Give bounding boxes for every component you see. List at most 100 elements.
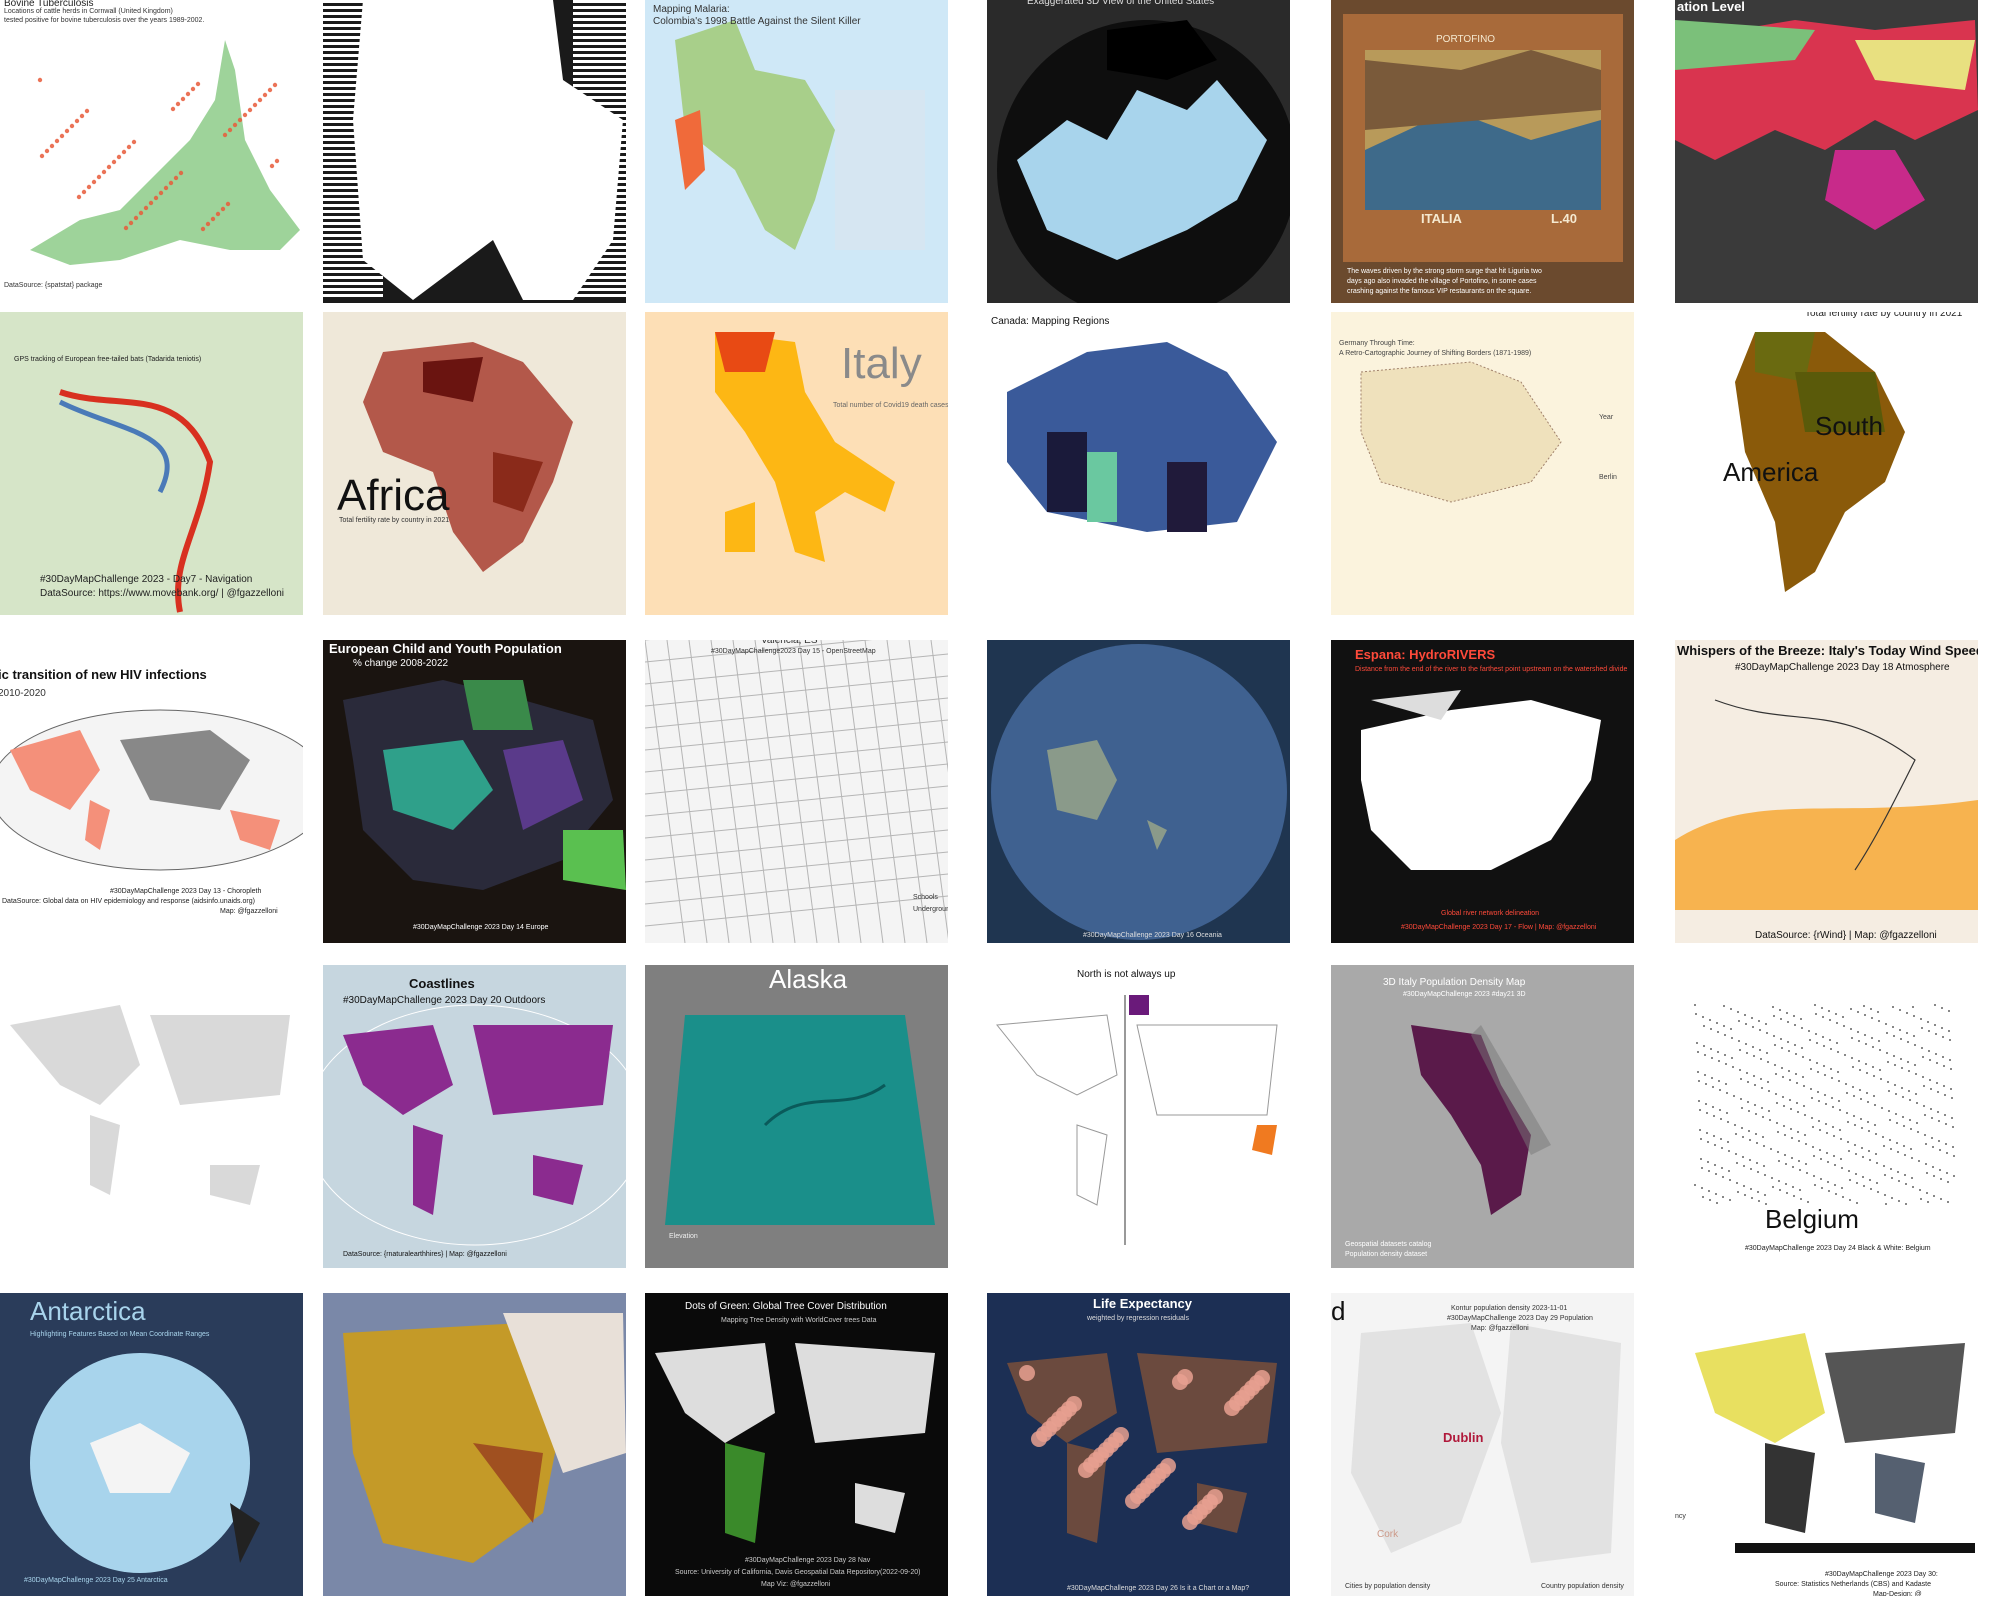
map-graphic xyxy=(1361,690,1601,870)
map-label: Geospatial datasets catalog xyxy=(1345,1241,1432,1248)
map-tile-r1c1[interactable]: Africa Total fertility rate by country in… xyxy=(323,312,626,615)
map-graphic xyxy=(1675,20,1978,230)
map-label: Cities by population density xyxy=(1345,1583,1431,1590)
map-label: North is not always up xyxy=(1077,969,1176,980)
map-tile-r0c3[interactable]: Exaggerated 3D View of the United States xyxy=(987,0,1290,303)
map-tile-r2c5[interactable]: Whispers of the Breeze: Italy's Today Wi… xyxy=(1675,640,1978,943)
map-label: #30DayMapChallenge 2023 Day 26 Is it a C… xyxy=(1067,1585,1250,1592)
map-tile-r0c1[interactable] xyxy=(323,0,626,303)
map-graphic xyxy=(1694,1004,1955,1205)
map-tile-r2c1[interactable]: European Child and Youth Population % cha… xyxy=(323,640,626,943)
map-graphic xyxy=(1675,680,1978,910)
map-graphic xyxy=(1360,361,1562,503)
map-label: Distance from the end of the river to th… xyxy=(1355,666,1628,673)
map-label: ncy xyxy=(1675,1513,1686,1520)
map-label: Cork xyxy=(1377,1529,1399,1540)
map-tile-r1c3[interactable]: Canada: Mapping Regions xyxy=(987,312,1290,615)
map-label: Coastlines xyxy=(409,976,475,991)
map-label: Berlin xyxy=(1599,474,1617,481)
map-label: #30DayMapChallenge 2023 - Day7 - Navigat… xyxy=(40,574,253,585)
map-tile-r3c1[interactable]: Coastlines #30DayMapChallenge 2023 Day 20… xyxy=(323,965,626,1268)
map-tile-r4c4[interactable]: d Kontur population density 2023-11-01 #30… xyxy=(1331,1293,1634,1596)
map-label: Germany Through Time: xyxy=(1339,340,1415,347)
map-tile-r3c0[interactable] xyxy=(0,965,303,1268)
map-label: Bovine Tuberculosis xyxy=(4,0,94,9)
map-graphic xyxy=(343,680,626,890)
map-label: Dots of Green: Global Tree Cover Distrib… xyxy=(685,1301,887,1312)
map-graphic xyxy=(363,342,573,572)
map-label: Map-Design: @ xyxy=(1873,1591,1922,1596)
map-tile-r3c5[interactable]: Belgium #30DayMapChallenge 2023 Day 24 Bl… xyxy=(1675,965,1978,1268)
map-tile-r1c2[interactable]: Italy Total number of Covid19 death cases xyxy=(645,312,948,615)
map-label: #30DayMapChallenge 2023 Day 20 Outdoors xyxy=(343,995,546,1006)
map-label: d xyxy=(1331,1296,1346,1326)
map-label: Mapping Tree Density with WorldCover tre… xyxy=(721,1317,877,1324)
map-label: 3D Italy Population Density Map xyxy=(1383,977,1526,988)
map-label: A Retro-Cartographic Journey of Shifting… xyxy=(1339,350,1532,357)
map-label: Map: @fgazzelloni xyxy=(1471,1325,1529,1332)
map-tile-r0c0[interactable]: Bovine Tuberculosis Locations of cattle h… xyxy=(0,0,303,303)
map-tile-r4c1[interactable] xyxy=(323,1293,626,1596)
map-tile-r2c4[interactable]: Espana: HydroRIVERS Distance from the end… xyxy=(1331,640,1634,943)
map-label: L.40 xyxy=(1551,211,1578,226)
map-label: South xyxy=(1815,411,1883,441)
map-graphic xyxy=(1695,1333,1975,1553)
map-tile-r4c2[interactable]: Dots of Green: Global Tree Cover Distrib… xyxy=(645,1293,948,1596)
map-label: tested positive for bovine tuberculosis … xyxy=(4,17,205,24)
map-graphic xyxy=(323,1293,626,1596)
map-label: Map: @fgazzelloni xyxy=(220,908,278,915)
map-label: DataSource: {rWind} | Map: @fgazzelloni xyxy=(1755,930,1937,941)
map-tile-r1c4[interactable]: Germany Through Time: A Retro-Cartographi… xyxy=(1331,312,1634,615)
map-tile-r0c4[interactable]: PORTOFINO ITALIA L.40 The waves driven by t… xyxy=(1331,0,1634,303)
map-graphic xyxy=(1007,342,1277,532)
map-label: Espana: HydroRIVERS xyxy=(1355,647,1496,662)
map-tile-r3c2[interactable]: Alaska Elevation xyxy=(645,965,948,1268)
map-tile-r2c3[interactable]: #30DayMapChallenge 2023 Day 16 Oceania xyxy=(987,640,1290,943)
map-graphic xyxy=(30,40,300,265)
map-tile-r1c0[interactable]: GPS tracking of European free-tailed bat… xyxy=(0,312,303,615)
map-graphic xyxy=(0,670,303,910)
map-graphic xyxy=(323,0,626,300)
map-label: GPS tracking of European free-tailed bat… xyxy=(14,356,202,363)
map-tile-r2c2[interactable]: Valencia, ES #30DayMapChallenge2023 Day 1… xyxy=(645,640,948,943)
map-graphic xyxy=(665,1015,935,1225)
map-graphic xyxy=(1343,14,1623,262)
map-label: days ago also invaded the village of Por… xyxy=(1347,278,1537,285)
map-label: % change 2008-2022 xyxy=(353,658,449,669)
map-label: #30DayMapChallenge 2023 Day 30: xyxy=(1825,1571,1938,1578)
map-label: European Child and Youth Population xyxy=(329,641,562,656)
map-label: Dublin xyxy=(1443,1430,1484,1445)
map-label: Alaska xyxy=(769,965,848,994)
map-tile-r4c5[interactable]: ncy #30DayMapChallenge 2023 Day 30: Source… xyxy=(1675,1293,1978,1596)
map-label: Global river network delineation xyxy=(1441,910,1540,917)
map-tile-r3c3[interactable]: North is not always up xyxy=(987,965,1290,1268)
map-tile-r4c3[interactable]: Life Expectancy weighted by regression re… xyxy=(987,1293,1290,1596)
map-graphic xyxy=(0,312,303,615)
map-label: Africa xyxy=(337,471,450,520)
map-label: #30DayMapChallenge 2023 Day 24 Black & W… xyxy=(1745,1245,1931,1252)
map-tile-r0c2[interactable]: Mapping Malaria: Colombia's 1998 Battle A… xyxy=(645,0,948,303)
map-label: Country population density xyxy=(1541,1583,1624,1590)
map-label: Colombia's 1998 Battle Against the Silen… xyxy=(653,16,861,27)
map-label: DataSource: {rnaturalearthhires} | Map: … xyxy=(343,1251,507,1258)
map-label: #30DayMapChallenge 2023 Day 18 Atmospher… xyxy=(1735,662,1950,673)
map-label: Schools xyxy=(913,894,938,901)
map-label: PORTOFINO xyxy=(1436,34,1496,45)
map-label: Canada: Mapping Regions xyxy=(991,316,1110,327)
map-graphic xyxy=(10,1005,290,1205)
map-tile-r3c4[interactable]: 3D Italy Population Density Map #30DayMap… xyxy=(1331,965,1634,1268)
map-label: DataSource: https://www.movebank.org/ | … xyxy=(40,588,284,599)
map-label: Total number of Covid19 death cases xyxy=(833,402,948,409)
map-graphic xyxy=(323,1004,626,1246)
map-tile-r1c5[interactable]: Total fertility rate by country in 2021 S… xyxy=(1675,312,1978,615)
map-label: Year xyxy=(1599,414,1614,421)
map-graphic xyxy=(645,640,948,943)
map-label: #30DayMapChallenge 2023 Day 25 Antarctic… xyxy=(24,1577,168,1584)
map-label: #30DayMapChallenge 2023 Day 29 Populatio… xyxy=(1447,1315,1593,1322)
map-tile-r0c5[interactable]: ation Level xyxy=(1675,0,1978,303)
map-graphic xyxy=(1735,332,1905,592)
map-tile-r2c0[interactable]: ic transition of new HIV infections 2010-… xyxy=(0,640,303,943)
map-tile-r4c0[interactable]: Antarctica Highlighting Features Based on… xyxy=(0,1293,303,1596)
map-label: DataSource: {spatstat} package xyxy=(4,282,103,289)
